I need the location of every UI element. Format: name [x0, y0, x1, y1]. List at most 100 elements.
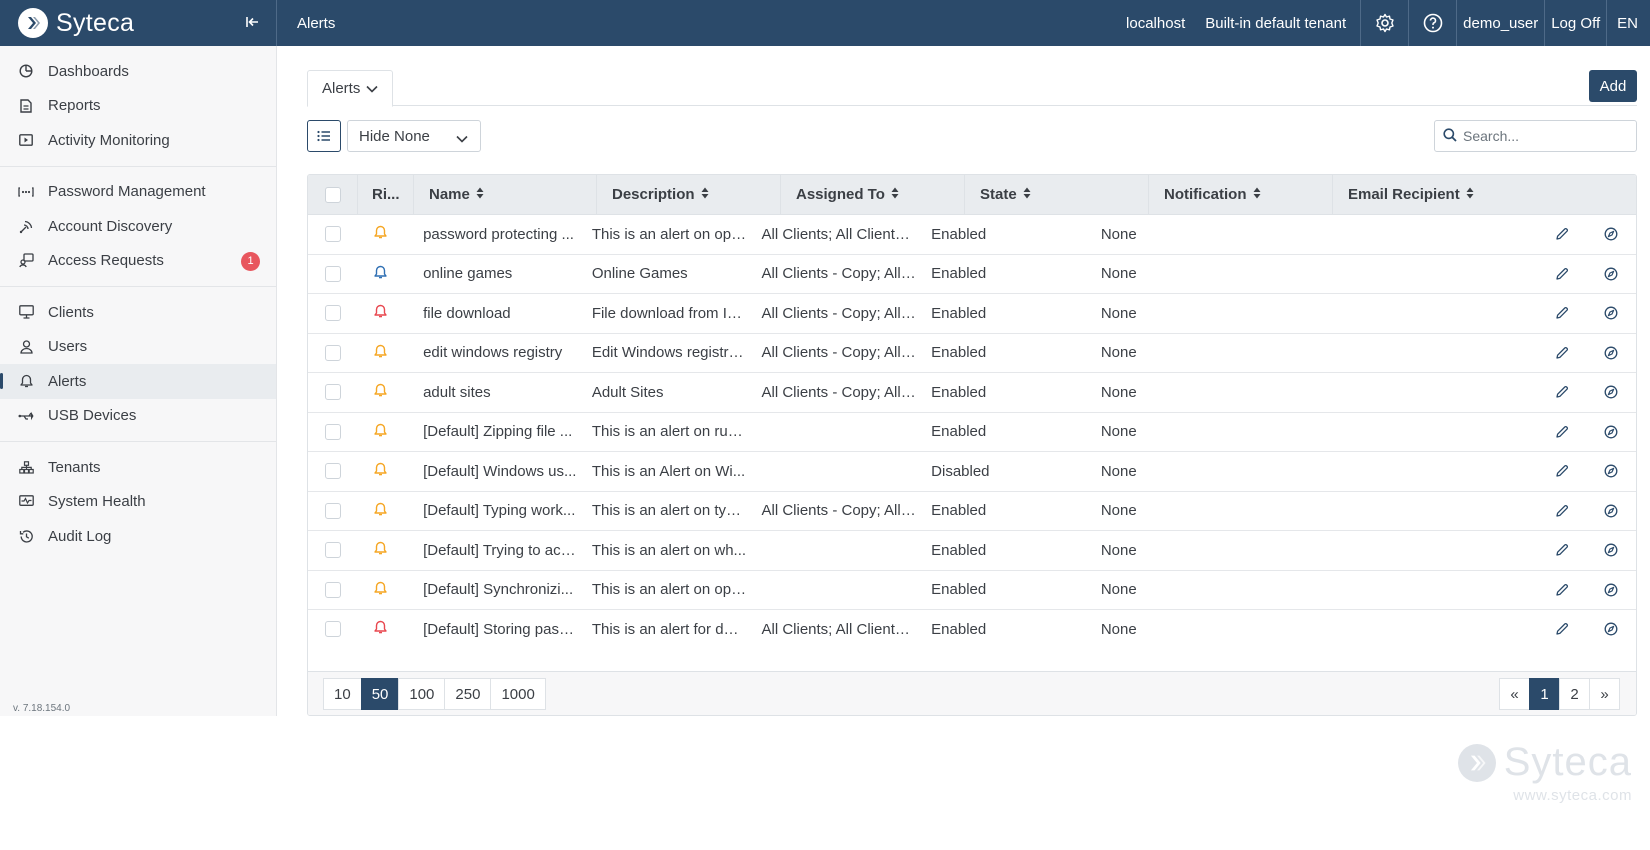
table-row[interactable]: [Default] Zipping file ... This is an ale… [308, 413, 1636, 452]
column-state-label: State [980, 186, 1017, 203]
page-button[interactable]: 2 [1559, 678, 1590, 710]
compass-icon[interactable] [1587, 543, 1636, 557]
row-checkbox[interactable] [325, 384, 341, 401]
column-assigned-to[interactable]: Assigned To [781, 175, 965, 215]
compass-icon[interactable] [1587, 583, 1636, 597]
sidebar-item-reports[interactable]: Reports [0, 89, 276, 124]
row-checkbox[interactable] [325, 344, 341, 361]
risk-bell-icon [355, 462, 408, 480]
table-row[interactable]: edit windows registry Edit Windows regist… [308, 334, 1636, 373]
sidebar-item-tenants[interactable]: Tenants [0, 450, 276, 485]
sidebar-item-access-requests[interactable]: Access Requests 1 [0, 244, 276, 279]
column-name[interactable]: Name [414, 175, 597, 215]
sidebar-item-activity-monitoring[interactable]: Activity Monitoring [0, 123, 276, 158]
row-checkbox[interactable] [325, 423, 341, 440]
collapse-sidebar-icon[interactable] [244, 13, 262, 31]
column-email-label: Email Recipient [1348, 186, 1460, 203]
row-checkbox[interactable] [325, 542, 341, 559]
sidebar-item-audit-log[interactable]: Audit Log [0, 519, 276, 554]
page-size-option[interactable]: 1000 [490, 678, 546, 710]
edit-pencil-icon[interactable] [1537, 622, 1586, 636]
table-row[interactable]: [Default] Storing pass... This is an aler… [308, 610, 1636, 641]
brand: Syteca [0, 0, 277, 46]
cell-description: This is an alert on typi... [591, 502, 747, 520]
page-size-option[interactable]: 10 [323, 678, 362, 710]
tab-alerts[interactable]: Alerts [307, 70, 394, 107]
edit-pencil-icon[interactable] [1537, 227, 1586, 241]
hide-filter-select[interactable]: Hide None [347, 120, 481, 152]
compass-icon[interactable] [1587, 504, 1636, 518]
next-page-button[interactable]: » [1589, 678, 1620, 710]
edit-pencil-icon[interactable] [1537, 504, 1586, 518]
cell-notification: None [1100, 304, 1137, 322]
page-size-option[interactable]: 100 [398, 678, 446, 710]
language-switch[interactable]: EN [1606, 0, 1650, 46]
compass-icon[interactable] [1587, 227, 1636, 241]
page-button[interactable]: 1 [1529, 678, 1560, 710]
edit-pencil-icon[interactable] [1537, 543, 1586, 557]
logoff-button[interactable]: Log Off [1544, 0, 1606, 46]
page-size-option[interactable]: 50 [360, 678, 400, 710]
brand-name: Syteca [56, 8, 135, 37]
help-circle-icon[interactable] [1408, 0, 1456, 46]
user-menu[interactable]: demo_user [1456, 0, 1544, 46]
gear-icon[interactable] [1360, 0, 1408, 46]
nav-group-4: Tenants System Health Audit Log [0, 442, 276, 562]
compass-icon[interactable] [1587, 346, 1636, 360]
sidebar-item-system-health[interactable]: System Health [0, 485, 276, 520]
compass-icon[interactable] [1587, 622, 1636, 636]
search-input[interactable] [1463, 128, 1633, 144]
cell-name: file download [423, 304, 511, 322]
compass-icon[interactable] [1587, 385, 1636, 399]
nav-group-1: Dashboards Reports Activity Monitoring [0, 46, 276, 167]
sidebar-item-password-management[interactable]: Password Management [0, 175, 276, 210]
row-checkbox[interactable] [325, 581, 341, 598]
edit-pencil-icon[interactable] [1537, 385, 1586, 399]
page-size-option[interactable]: 250 [444, 678, 492, 710]
row-checkbox[interactable] [325, 305, 341, 322]
risk-bell-icon [355, 581, 408, 599]
add-button[interactable]: Add [1589, 70, 1637, 102]
list-view-icon[interactable] [307, 120, 341, 152]
sidebar-item-account-discovery[interactable]: Account Discovery [0, 209, 276, 244]
sidebar-item-clients[interactable]: Clients [0, 295, 276, 330]
table-row[interactable]: adult sites Adult Sites All Clients - Copy… [308, 373, 1636, 413]
table-row[interactable]: [Default] Typing work... This is an alert… [308, 492, 1636, 531]
column-risk[interactable]: Ri... [358, 175, 414, 215]
column-notification[interactable]: Notification [1149, 175, 1333, 215]
edit-pencil-icon[interactable] [1537, 346, 1586, 360]
row-checkbox[interactable] [325, 463, 341, 480]
compass-icon[interactable] [1587, 464, 1636, 478]
edit-pencil-icon[interactable] [1537, 425, 1586, 439]
row-checkbox[interactable] [325, 621, 341, 638]
row-checkbox[interactable] [325, 265, 341, 282]
compass-icon[interactable] [1587, 306, 1636, 320]
column-description[interactable]: Description [597, 175, 781, 215]
cell-state: Enabled [931, 225, 987, 243]
row-select [308, 384, 355, 401]
compass-icon[interactable] [1587, 267, 1636, 281]
sidebar-item-users[interactable]: Users [0, 330, 276, 365]
edit-pencil-icon[interactable] [1537, 464, 1586, 478]
table-row[interactable]: [Default] Windows us... This is an Alert … [308, 452, 1636, 492]
row-checkbox[interactable] [325, 502, 341, 519]
select-all-checkbox[interactable] [325, 186, 341, 203]
table-row[interactable]: file download File download from In... All… [308, 294, 1636, 334]
row-checkbox[interactable] [325, 226, 341, 243]
edit-pencil-icon[interactable] [1537, 306, 1586, 320]
edit-pencil-icon[interactable] [1537, 583, 1586, 597]
sidebar-item-alerts[interactable]: Alerts [0, 364, 276, 399]
sidebar-item-dashboards[interactable]: Dashboards [0, 54, 276, 89]
cell-description: This is an alert on run... [591, 423, 747, 441]
edit-pencil-icon[interactable] [1537, 267, 1586, 281]
table-row[interactable]: online games Online Games All Clients - Co… [308, 255, 1636, 294]
table-row[interactable]: password protecting ... This is an alert … [308, 215, 1636, 255]
tenant-label[interactable]: Built-in default tenant [1205, 14, 1347, 32]
table-row[interactable]: [Default] Trying to acc... This is an ale… [308, 531, 1636, 571]
column-state[interactable]: State [965, 175, 1149, 215]
column-email-recipient[interactable]: Email Recipient [1333, 175, 1517, 215]
table-row[interactable]: [Default] Synchronizi... This is an alert… [308, 571, 1636, 610]
sidebar-item-usb-devices[interactable]: USB Devices [0, 399, 276, 434]
compass-icon[interactable] [1587, 425, 1636, 439]
prev-page-button[interactable]: « [1499, 678, 1530, 710]
